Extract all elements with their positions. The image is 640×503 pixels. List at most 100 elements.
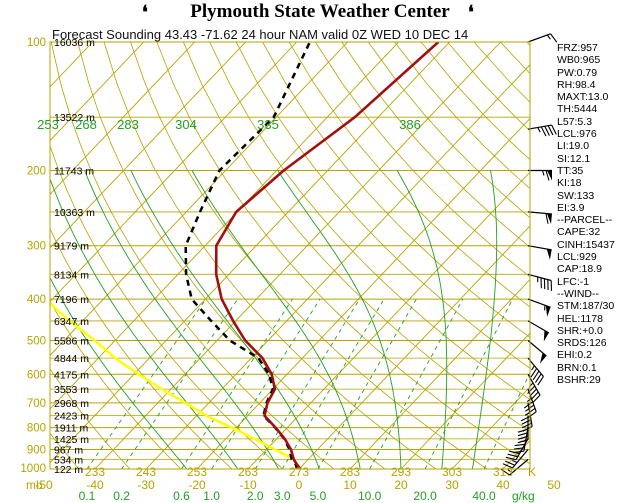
mixing-ratio-line	[211, 298, 321, 469]
temperature-tick-label: -10	[239, 478, 257, 492]
height-label: 16036 m	[54, 37, 95, 49]
mixing-ratio-label: 5.0	[310, 489, 327, 503]
wind-barbs	[500, 33, 558, 476]
isotherm	[94, 42, 501, 469]
dry-adiabat	[50, 227, 233, 469]
theta-e-label: 253	[37, 117, 59, 132]
kelvin-tick-label: 303	[442, 465, 462, 479]
mixing-ratio-label: 0.1	[79, 489, 96, 503]
kelvin-tick-label: 273	[289, 465, 309, 479]
index-item: LFC:-1	[557, 275, 590, 288]
index-item: --PARCEL--	[557, 214, 613, 227]
pressure-label: 600	[27, 369, 46, 381]
pressure-label: 800	[27, 423, 46, 435]
temperature-tick-label: -20	[188, 478, 206, 492]
temperature-tick-label: 20	[394, 478, 408, 492]
header: ❛ Plymouth State Weather Center ❛	[0, 0, 640, 24]
barb-staff	[527, 124, 552, 130]
dry-adiabat	[103, 42, 437, 469]
temperature-tick-label: 30	[445, 478, 459, 492]
dry-adiabat	[288, 42, 530, 308]
barb-pennant	[546, 248, 552, 260]
index-item: SRDS:126	[557, 337, 607, 350]
isotherm	[50, 42, 144, 142]
dry-adiabat	[50, 42, 335, 469]
barb-half-flag	[512, 459, 518, 464]
barb-flag	[530, 368, 538, 378]
pressure-label: 200	[27, 166, 46, 178]
barb-flag	[532, 370, 540, 381]
barb-staff	[527, 388, 537, 412]
index-item: FRZ:957	[557, 42, 598, 54]
height-label: 534 m	[54, 454, 83, 466]
kelvin-tick-label: 313	[493, 465, 513, 479]
moist-adiabat	[277, 170, 402, 469]
isotherm	[50, 42, 348, 356]
barb-staff	[527, 273, 552, 282]
barb-flag	[550, 33, 558, 43]
pressure-label: 400	[27, 294, 46, 306]
wind-barb	[527, 298, 551, 317]
theta-e-label: 304	[175, 117, 197, 132]
index-item: MAXT:13.0	[557, 91, 609, 104]
kelvin-tick-label: 243	[136, 465, 156, 479]
index-item: TT:35	[557, 164, 584, 177]
barb-staff	[527, 357, 544, 377]
barb-staff	[527, 211, 552, 215]
barb-staff	[523, 427, 529, 452]
dry-adiabat	[77, 42, 386, 469]
thermo-grid	[50, 42, 530, 469]
height-label: 967 m	[54, 444, 83, 456]
right-flag-icon: ❛	[468, 2, 474, 22]
index-item: CAPE:32	[557, 226, 601, 239]
kelvin-tick-label: 293	[391, 465, 411, 479]
theta-e-label: 283	[117, 117, 139, 132]
barb-half-flag	[531, 365, 535, 371]
dry-adiabat	[209, 42, 530, 401]
wind-barb	[527, 340, 547, 364]
pressure-label: 500	[27, 335, 46, 347]
index-item: L57:5.3	[557, 115, 593, 128]
barb-staff	[527, 340, 547, 357]
index-item: SI:12.1	[557, 152, 591, 165]
index-item: SW:133	[557, 189, 595, 202]
barb-half-flag	[526, 398, 532, 403]
wind-barb	[527, 357, 544, 386]
theta-e-label: 335	[257, 117, 279, 132]
height-label: 2968 m	[54, 398, 89, 410]
index-item: BRN:0.1	[557, 361, 597, 374]
index-item: EHI:0.2	[557, 349, 593, 362]
dry-adiabat	[156, 42, 530, 465]
kelvin-unit-label: K	[528, 465, 536, 479]
theta-e-label: 386	[399, 117, 421, 132]
wind-barb	[527, 33, 558, 43]
dry-adiabat	[50, 432, 80, 469]
height-label: 5586 m	[54, 335, 89, 347]
index-item: TH:5444	[557, 103, 598, 116]
height-label: 2423 m	[54, 411, 89, 423]
mixing-ratio-line	[369, 298, 464, 469]
barb-flag	[545, 213, 549, 224]
index-item: CAP:18.9	[557, 263, 602, 276]
index-item: EI:3.9	[557, 201, 585, 214]
barb-pennant	[547, 170, 552, 181]
barb-staff	[512, 449, 529, 469]
dry-adiabat	[341, 42, 530, 248]
mixing-ratio-label: 0.2	[113, 489, 130, 503]
wind-barb	[527, 245, 552, 260]
barb-flag	[545, 170, 550, 181]
isotherm	[50, 42, 246, 249]
stability-indices: FRZ:957 WB0:965 PW:0.79 RH:98.4 MAXT:13.0 TH:…	[557, 42, 615, 386]
isotherm	[349, 278, 530, 469]
moist-adiabat	[396, 170, 448, 469]
wind-barb	[527, 273, 553, 291]
barb-staff	[509, 459, 529, 476]
barb-pennant	[546, 213, 552, 224]
mixing-ratio-label: 10.0	[358, 489, 382, 503]
parcel-line	[50, 301, 295, 461]
moist-adiabat	[50, 177, 239, 469]
isotherm	[451, 386, 530, 469]
dry-adiabat	[262, 42, 530, 338]
height-label: 11743 m	[54, 166, 94, 178]
barb-half-flag	[520, 440, 526, 443]
